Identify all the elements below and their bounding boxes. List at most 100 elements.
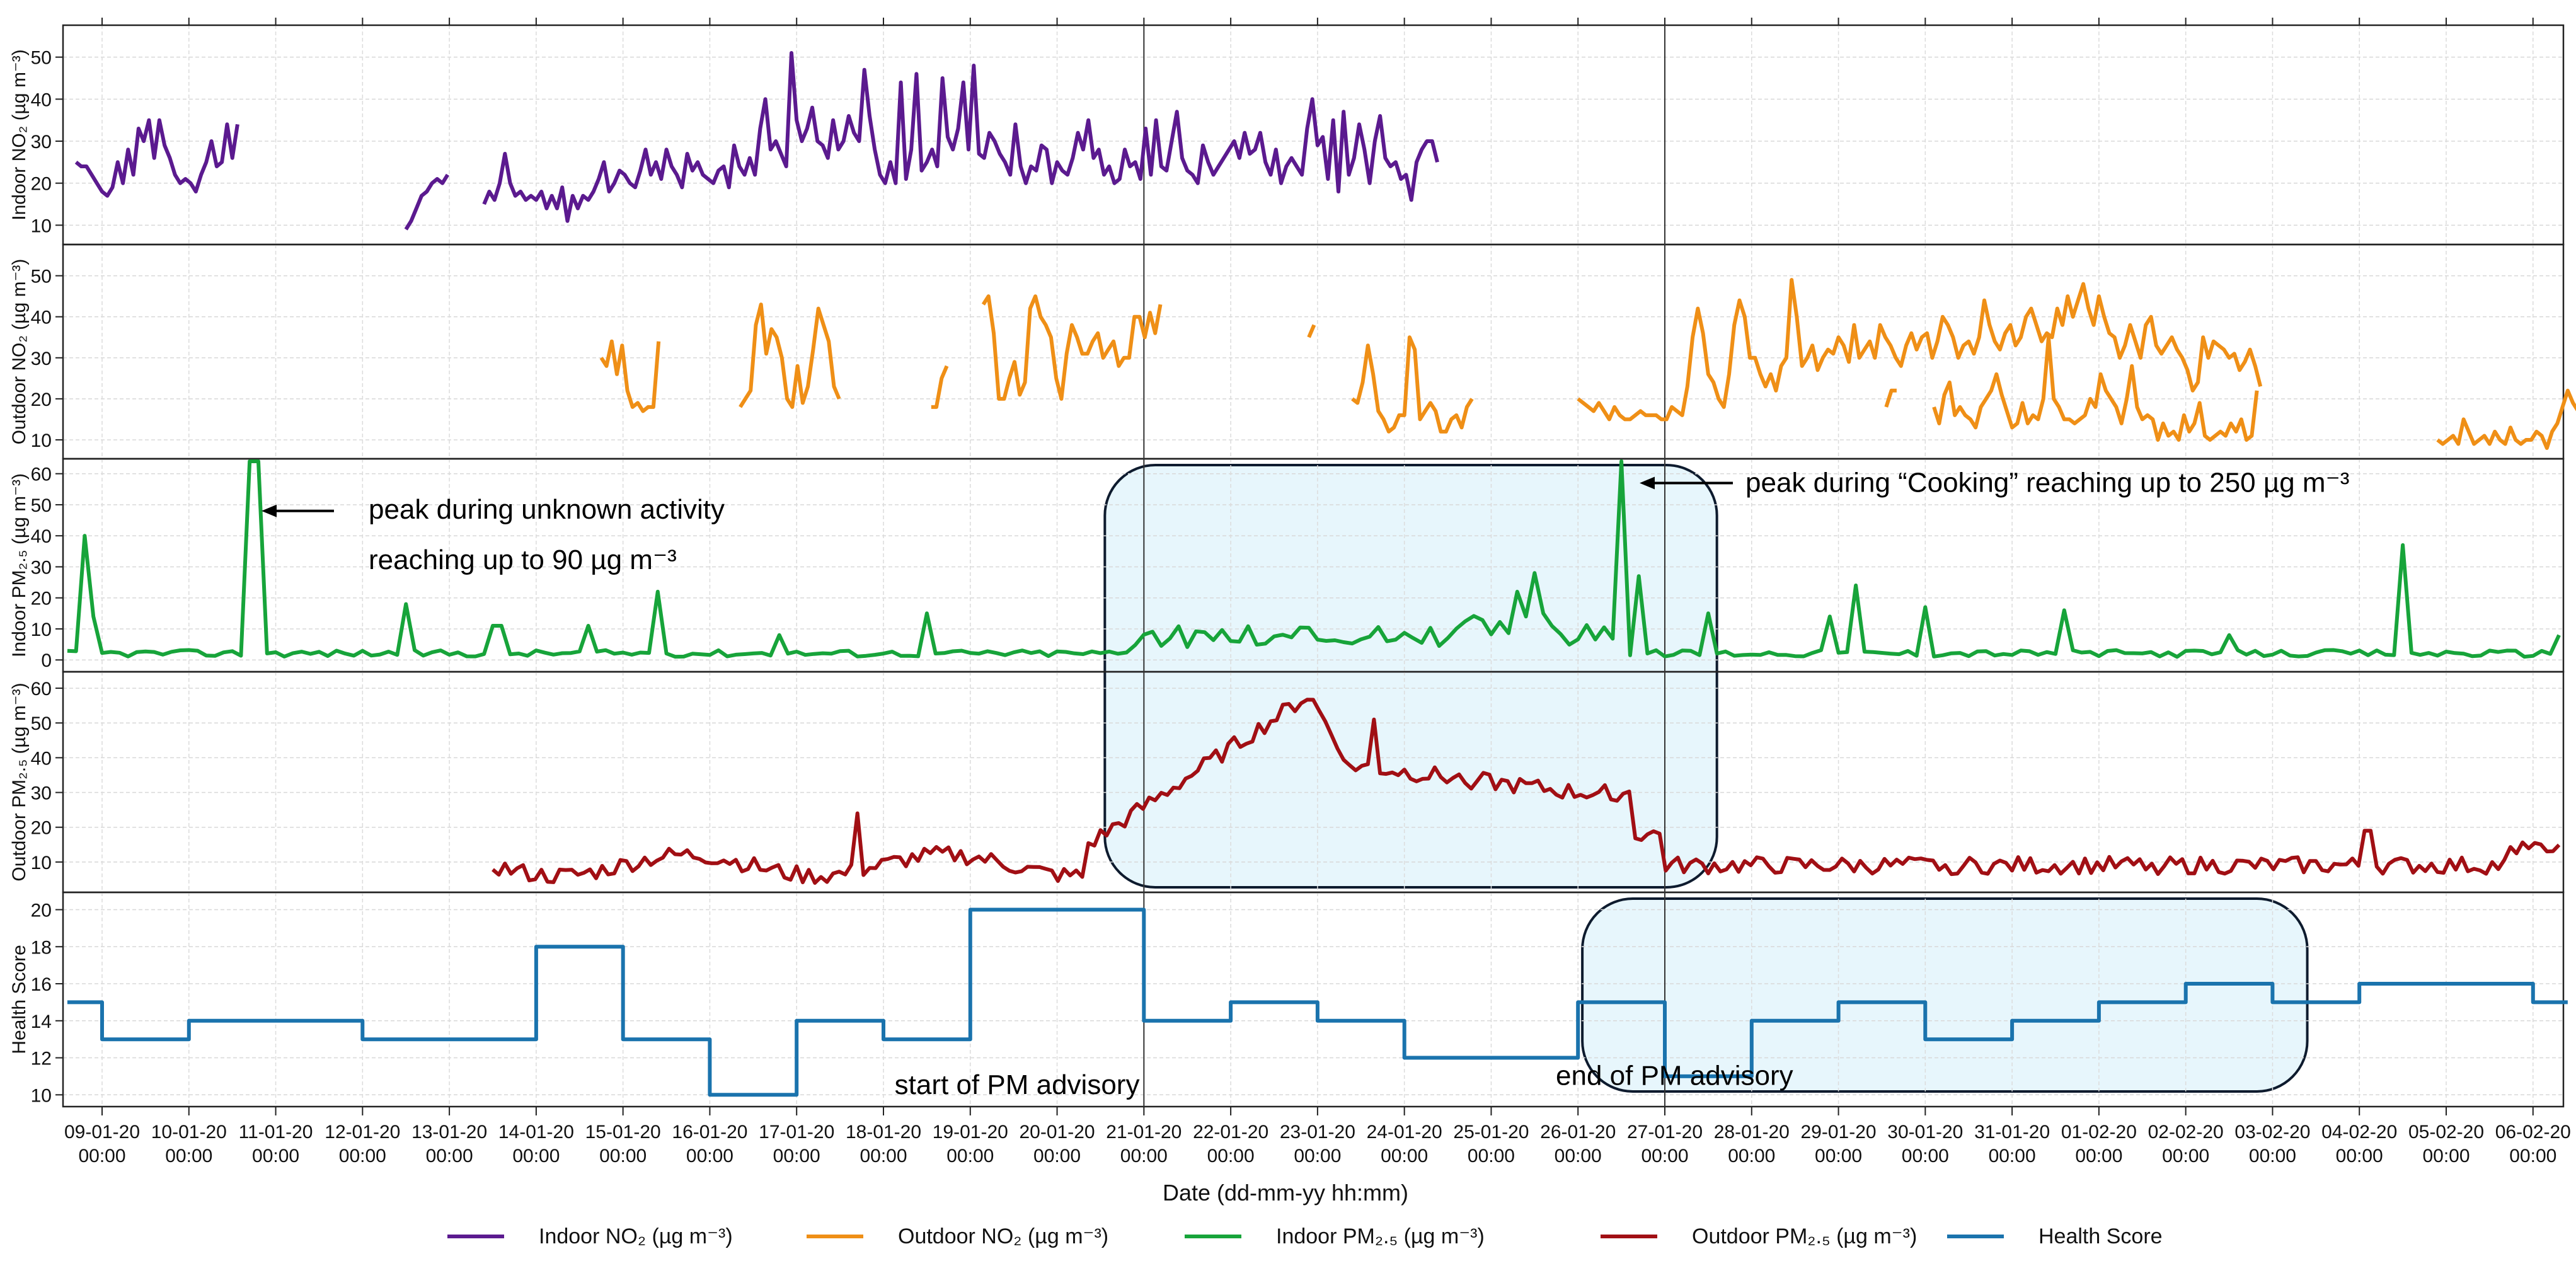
y-tick-label: 40	[31, 526, 52, 547]
x-tick-time: 00:00	[1294, 1146, 1341, 1166]
y-tick-label: 30	[31, 557, 52, 578]
x-tick-date: 03-02-20	[2234, 1122, 2310, 1143]
x-tick-date: 28-01-20	[1714, 1122, 1790, 1143]
x-tick-time: 00:00	[1120, 1146, 1168, 1166]
x-tick-date: 19-01-20	[933, 1122, 1008, 1143]
x-tick-time: 00:00	[1989, 1146, 2036, 1166]
x-tick-date: 11-01-20	[239, 1122, 313, 1143]
series-line	[981, 294, 1163, 401]
y-tick-label: 20	[31, 901, 52, 921]
x-tick-date: 05-02-20	[2408, 1122, 2484, 1143]
y-axis-title: Health Score	[9, 945, 30, 1054]
y-axis-title: Outdoor PM₂.₅ (µg m⁻³)	[9, 682, 30, 881]
legend-item: Outdoor NO₂ (µg m⁻³)	[807, 1224, 1108, 1248]
series-line	[2436, 388, 2576, 450]
x-tick-time: 00:00	[1728, 1146, 1775, 1166]
x-tick-time: 00:00	[512, 1146, 560, 1166]
y-tick-label: 20	[31, 389, 52, 410]
x-tick-time: 00:00	[426, 1146, 473, 1166]
x-tick-time: 00:00	[2162, 1146, 2209, 1166]
x-tick-date: 15-01-20	[585, 1122, 661, 1143]
y-tick-label: 10	[31, 430, 52, 451]
series-1	[74, 51, 1439, 231]
legend-label: Indoor NO₂ (µg m⁻³)	[539, 1224, 733, 1248]
y-tick-label: 40	[31, 308, 52, 328]
series-line	[739, 302, 841, 409]
y-tick-label: 50	[31, 48, 52, 69]
annotation-text: start of PM advisory	[895, 1069, 1140, 1100]
x-tick-time: 00:00	[165, 1146, 212, 1166]
legend-label: Indoor PM₂.₅ (µg m⁻³)	[1276, 1224, 1485, 1248]
y-tick-label: 50	[31, 267, 52, 287]
y-tick-label: 30	[31, 348, 52, 369]
series-5	[67, 907, 2568, 1097]
arrow-head	[262, 504, 277, 517]
annotation-layer: peak during unknown activity reaching up …	[262, 467, 2349, 1100]
y-tick-label: 20	[31, 818, 52, 839]
series-layer	[67, 51, 2576, 1097]
y-tick-label: 10	[31, 853, 52, 873]
x-tick-date: 04-02-20	[2321, 1122, 2397, 1143]
y-tick-label: 60	[31, 464, 52, 485]
x-tick-time: 00:00	[860, 1146, 907, 1166]
y-tick-label: 50	[31, 495, 52, 516]
y-tick-label: 60	[31, 679, 52, 700]
x-tick-date: 01-02-20	[2061, 1122, 2137, 1143]
x-tick-time: 00:00	[599, 1146, 647, 1166]
x-tick-date: 21-01-20	[1106, 1122, 1182, 1143]
y-axis-title: Indoor NO₂ (µg m⁻³)	[9, 49, 30, 220]
x-tick-time: 00:00	[2509, 1146, 2556, 1166]
x-tick-date: 24-01-20	[1367, 1122, 1442, 1143]
series-3	[67, 459, 2561, 659]
x-tick-time: 00:00	[339, 1146, 386, 1166]
series-line	[1884, 388, 1897, 408]
series-line	[492, 698, 2561, 885]
series-line	[1307, 324, 1316, 338]
x-tick-date: 14-01-20	[498, 1122, 574, 1143]
legend-item: Indoor NO₂ (µg m⁻³)	[447, 1224, 733, 1248]
annotation-text: peak during “Cooking” reaching up to 250…	[1745, 467, 2349, 498]
x-tick-date: 16-01-20	[672, 1122, 747, 1143]
x-tick-date: 22-01-20	[1193, 1122, 1268, 1143]
series-line	[482, 51, 1439, 223]
x-tick-time: 00:00	[78, 1146, 125, 1166]
series-line	[1577, 278, 2263, 422]
x-tick-date: 12-01-20	[325, 1122, 400, 1143]
y-tick-label: 10	[31, 216, 52, 236]
y-tick-label: 14	[31, 1011, 52, 1032]
y-tick-label: 40	[31, 748, 52, 769]
x-tick-date: 20-01-20	[1020, 1122, 1095, 1143]
x-tick-time: 00:00	[1207, 1146, 1255, 1166]
x-tick-date: 09-01-20	[64, 1122, 140, 1143]
annotation-text: end of PM advisory	[1556, 1061, 1793, 1091]
legend-label: Outdoor NO₂ (µg m⁻³)	[898, 1224, 1108, 1248]
x-tick-date: 06-02-20	[2495, 1122, 2571, 1143]
legend: Indoor NO₂ (µg m⁻³) Outdoor NO₂ (µg m⁻³) I…	[447, 1224, 2163, 1248]
y-axis-title: Outdoor NO₂ (µg m⁻³)	[9, 259, 30, 445]
y-tick-label: 0	[41, 650, 52, 671]
y-tick-label: 20	[31, 589, 52, 609]
x-tick-time: 00:00	[2249, 1146, 2296, 1166]
y-tick-label: 30	[31, 132, 52, 153]
x-tick-time: 00:00	[2075, 1146, 2122, 1166]
y-axis-title: Indoor PM₂.₅ (µg m⁻³)	[9, 473, 30, 657]
legend-label: Outdoor PM₂.₅ (µg m⁻³)	[1692, 1224, 1917, 1248]
y-tick-label: 12	[31, 1049, 52, 1069]
panel-frame	[62, 891, 2565, 1108]
legend-item: Outdoor PM₂.₅ (µg m⁻³)	[1601, 1224, 1917, 1248]
x-tick-time: 00:00	[1033, 1146, 1081, 1166]
highlight-box-1	[1103, 464, 1718, 889]
x-tick-date: 23-01-20	[1280, 1122, 1355, 1143]
x-tick-date: 25-01-20	[1453, 1122, 1529, 1143]
x-tick-date: 30-01-20	[1887, 1122, 1963, 1143]
x-tick-date: 27-01-20	[1627, 1122, 1703, 1143]
x-axis: 09-01-20 00:00 10-01-20 00:00 11-01-20 00:00 1…	[64, 1107, 2571, 1166]
x-tick-date: 13-01-20	[411, 1122, 487, 1143]
arrow-head	[1640, 476, 1655, 490]
y-tick-label: 10	[31, 619, 52, 640]
y-tick-label: 10	[31, 1085, 52, 1106]
